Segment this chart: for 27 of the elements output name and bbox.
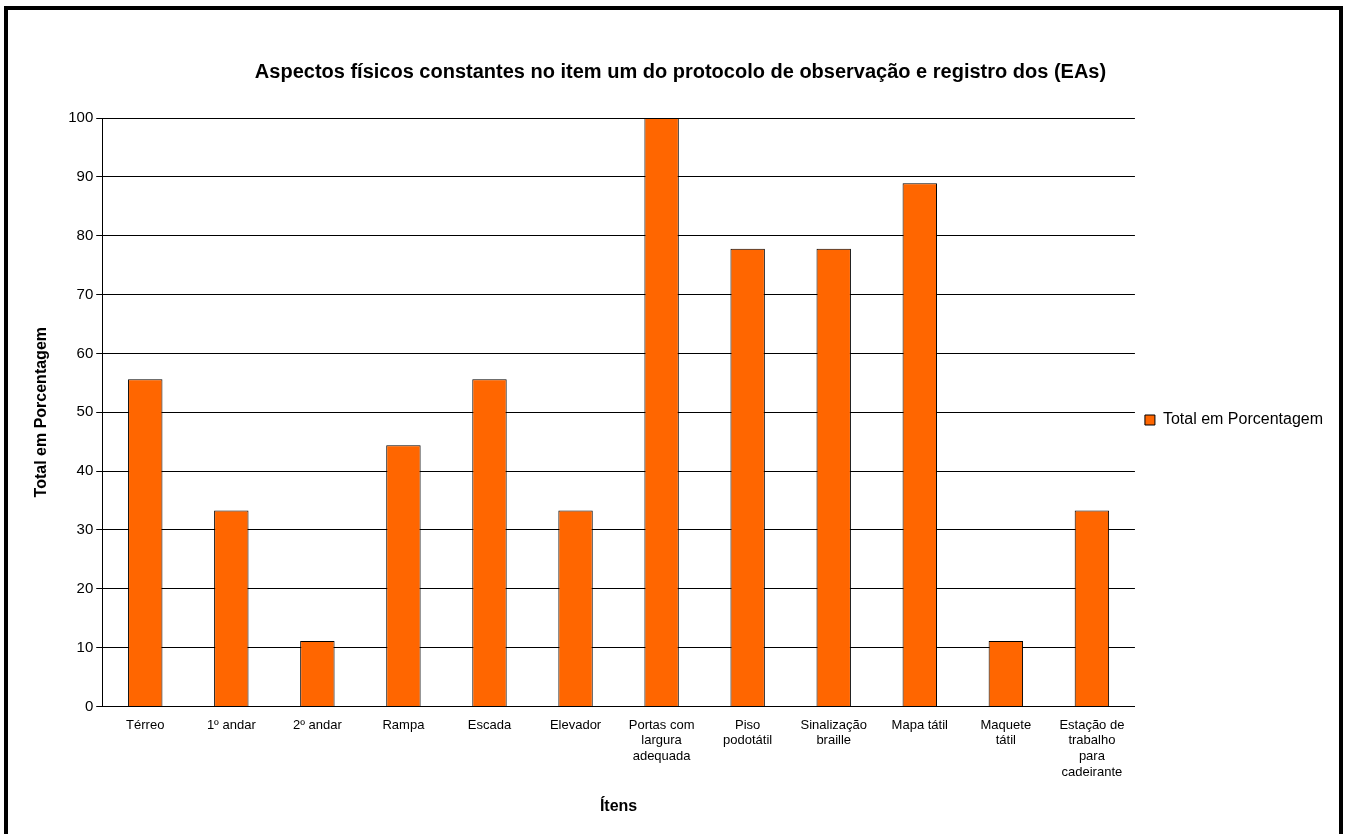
y-tick-label: 30 [76,520,94,538]
y-tick-label: 100 [68,108,94,126]
x-tick-label: Escada [467,716,512,732]
x-tick-label: Elevador [549,716,602,732]
y-tick-label: 10 [76,637,94,655]
x-tick-label: Rampa [382,716,426,732]
x-tick-label: Mapa tátil [891,716,949,732]
y-tick-label: 90 [76,166,94,184]
y-tick-label: 0 [84,696,94,714]
x-tick-label: Maquete tátil [980,716,1032,748]
y-axis-title: Total em Porcentagem [32,326,50,498]
y-tick-label: 20 [76,578,94,596]
x-tick-label: Estação de trabalho para cadeirante [1059,716,1125,779]
y-tick-label: 60 [76,343,94,361]
x-tick-label: Sinalização braille [800,716,867,748]
x-tick-label: Térreo [126,716,165,732]
y-tick-label: 40 [76,461,94,479]
x-tick-label: Piso podotátil [723,716,773,748]
x-tick-label: 1º andar [206,716,257,732]
y-tick-label: 70 [76,284,94,302]
y-tick-label: 80 [76,225,94,243]
legend-label: Total em Porcentagem [1162,410,1323,428]
x-tick-label: 2º andar [292,716,343,732]
x-axis-title: Ítens [599,795,638,814]
y-tick-label: 50 [76,402,94,420]
chart-title: Aspectos físicos constantes no item um do protocolo de observação e registro dos (EAs) [254,59,1107,82]
x-tick-label: Portas com largura adequada [628,716,695,763]
